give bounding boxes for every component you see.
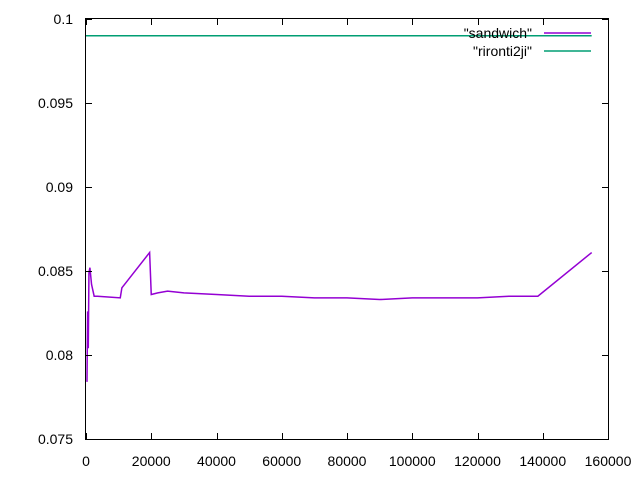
- legend-label-2: "rironti2ji": [473, 43, 532, 59]
- y-tick-label: 0.095: [38, 95, 73, 111]
- x-tick-label: 40000: [197, 453, 236, 469]
- series-line-1: [86, 250, 593, 382]
- series-layer: [86, 35, 593, 382]
- y-tick-label: 0.085: [38, 263, 73, 279]
- legend-label-1: "sandwich": [464, 25, 532, 41]
- plot-frame: [85, 18, 609, 440]
- x-tick-label: 100000: [389, 453, 436, 469]
- y-tick-label: 0.1: [54, 11, 74, 27]
- x-tick-label: 140000: [519, 453, 566, 469]
- x-tick-label: 0: [82, 453, 90, 469]
- x-tick-label: 120000: [454, 453, 501, 469]
- y-tick-label: 0.08: [46, 347, 73, 363]
- x-tick-label: 160000: [585, 453, 632, 469]
- ticks-layer: 0 20000 40000 60000 80000 100000 120000 140000 1…: [38, 11, 632, 469]
- y-tick-label: 0.075: [38, 431, 73, 447]
- x-tick-label: 60000: [262, 453, 301, 469]
- legend: "sandwich" "rironti2ji": [464, 25, 591, 59]
- x-tick-label: 80000: [328, 453, 367, 469]
- x-tick-label: 20000: [132, 453, 171, 469]
- y-tick-label: 0.09: [46, 179, 73, 195]
